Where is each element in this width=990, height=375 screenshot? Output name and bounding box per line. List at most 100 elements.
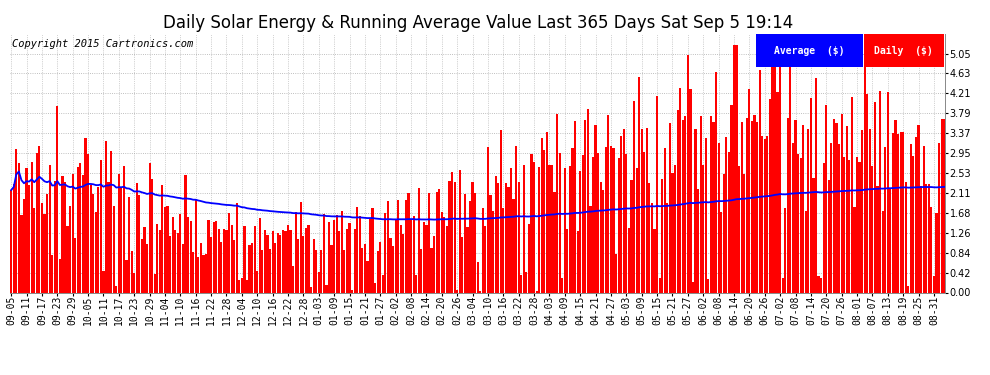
- Bar: [869, 129, 871, 292]
- Bar: [833, 119, 835, 292]
- Bar: [346, 228, 348, 292]
- Bar: [784, 208, 786, 292]
- Bar: [836, 123, 838, 292]
- Bar: [133, 273, 136, 292]
- Bar: [451, 172, 453, 292]
- Bar: [918, 125, 920, 292]
- Bar: [31, 162, 33, 292]
- Bar: [215, 221, 218, 292]
- Bar: [813, 177, 815, 292]
- Bar: [453, 182, 455, 292]
- Bar: [713, 122, 715, 292]
- Bar: [736, 45, 738, 292]
- Bar: [176, 233, 179, 292]
- Bar: [661, 179, 663, 292]
- FancyBboxPatch shape: [755, 34, 863, 68]
- Bar: [51, 255, 53, 292]
- Bar: [897, 134, 899, 292]
- Bar: [776, 92, 779, 292]
- Bar: [289, 230, 292, 292]
- Bar: [848, 160, 850, 292]
- Bar: [720, 212, 723, 292]
- Bar: [518, 182, 520, 292]
- Bar: [474, 193, 476, 292]
- Bar: [750, 122, 753, 292]
- Bar: [187, 217, 189, 292]
- Bar: [631, 180, 633, 292]
- Text: Daily  ($): Daily ($): [874, 45, 934, 56]
- Bar: [879, 90, 881, 292]
- Bar: [881, 211, 884, 292]
- Bar: [15, 149, 18, 292]
- Bar: [339, 231, 341, 292]
- Bar: [297, 238, 299, 292]
- Bar: [56, 106, 58, 292]
- Bar: [915, 138, 917, 292]
- Bar: [92, 194, 94, 292]
- Bar: [128, 197, 130, 292]
- Bar: [533, 162, 536, 292]
- Bar: [146, 244, 148, 292]
- Bar: [151, 179, 153, 292]
- Bar: [131, 251, 133, 292]
- Bar: [887, 92, 889, 292]
- Bar: [87, 154, 89, 292]
- Bar: [471, 182, 473, 292]
- Bar: [348, 224, 350, 292]
- Bar: [53, 182, 55, 292]
- Bar: [787, 118, 789, 292]
- Bar: [723, 174, 725, 292]
- Bar: [58, 259, 61, 292]
- Bar: [461, 237, 463, 292]
- Bar: [920, 186, 923, 292]
- Bar: [326, 285, 328, 292]
- Bar: [558, 153, 560, 292]
- Bar: [213, 222, 215, 292]
- Bar: [602, 190, 604, 292]
- Bar: [371, 209, 373, 292]
- Bar: [495, 176, 497, 292]
- Bar: [861, 130, 863, 292]
- Bar: [169, 236, 171, 292]
- Bar: [545, 132, 548, 292]
- Bar: [220, 242, 223, 292]
- Bar: [539, 167, 541, 292]
- Bar: [743, 174, 745, 292]
- Bar: [645, 128, 647, 292]
- Bar: [13, 184, 15, 292]
- Bar: [644, 152, 645, 292]
- Bar: [745, 118, 747, 292]
- Bar: [940, 119, 942, 292]
- Bar: [628, 228, 630, 292]
- Bar: [520, 275, 523, 292]
- Bar: [308, 225, 310, 292]
- Bar: [323, 214, 325, 292]
- Bar: [563, 168, 566, 292]
- Bar: [10, 190, 12, 292]
- Bar: [253, 226, 255, 292]
- Bar: [710, 116, 712, 292]
- Bar: [823, 162, 825, 292]
- Bar: [748, 89, 750, 292]
- Bar: [100, 160, 102, 292]
- Bar: [938, 142, 940, 292]
- Bar: [271, 231, 273, 292]
- Bar: [192, 252, 194, 292]
- Bar: [497, 183, 499, 292]
- Bar: [179, 214, 181, 292]
- Bar: [571, 148, 573, 292]
- Bar: [97, 187, 99, 292]
- Bar: [831, 143, 833, 292]
- Bar: [361, 248, 363, 292]
- Bar: [771, 44, 773, 292]
- Bar: [351, 290, 353, 292]
- Bar: [171, 217, 174, 292]
- Bar: [738, 166, 741, 292]
- Bar: [482, 208, 484, 292]
- Bar: [413, 216, 415, 292]
- Bar: [428, 194, 430, 292]
- Bar: [144, 227, 146, 292]
- Bar: [561, 278, 563, 292]
- Bar: [228, 213, 230, 292]
- Bar: [395, 219, 397, 292]
